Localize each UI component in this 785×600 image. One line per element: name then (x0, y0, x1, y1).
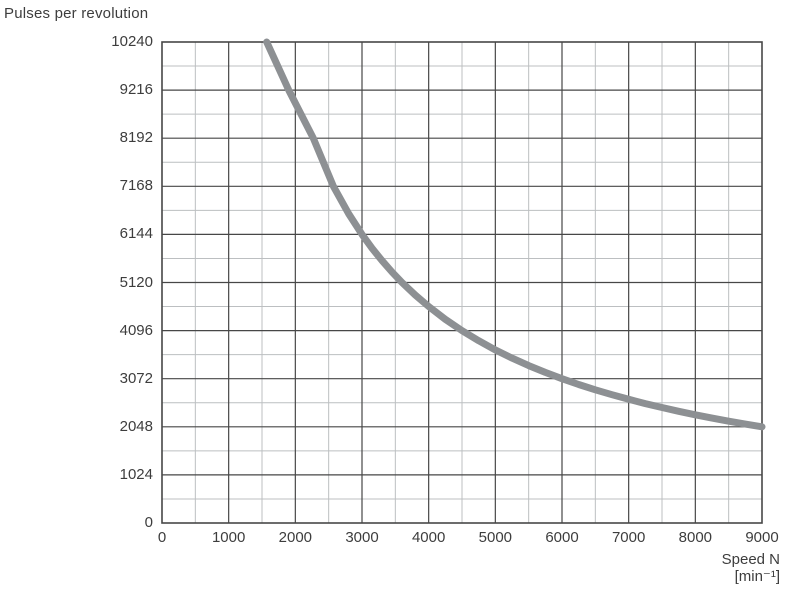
x-tick-label: 0 (157, 529, 167, 546)
y-tick-label: 5120 (119, 273, 153, 291)
y-tick-label: 1024 (119, 465, 153, 483)
x-tick-label: 9000 (745, 529, 779, 546)
x-tick-label: 1000 (211, 529, 246, 546)
y-tick-label: 9216 (119, 81, 153, 99)
x-tick-label: 3000 (345, 529, 379, 546)
y-tick-label: 10240 (111, 33, 153, 50)
x-tick-label: 4000 (411, 529, 446, 546)
y-tick-label: 2048 (119, 417, 153, 435)
y-tick-label: 0 (144, 514, 153, 531)
x-tick-label: 7000 (611, 529, 646, 546)
y-axis-title: Pulses per revolution (4, 5, 149, 22)
y-tick-label: 6144 (119, 225, 153, 243)
y-tick-label: 4096 (119, 321, 153, 339)
y-tick-label: 8192 (119, 129, 153, 147)
x-axis-label-name: Speed N (721, 551, 780, 568)
y-tick-label: 3072 (119, 369, 153, 387)
x-axis-label: Speed N [min⁻¹] (722, 551, 780, 585)
x-tick-label: 8000 (678, 529, 713, 546)
x-tick-label: 2000 (278, 529, 313, 546)
x-tick-label: 5000 (478, 529, 513, 546)
x-axis-label-unit: [min⁻¹] (734, 568, 780, 585)
series-curve (263, 38, 766, 431)
y-tick-label: 7168 (119, 177, 153, 195)
x-tick-label: 6000 (545, 529, 579, 546)
plot-border (161, 41, 763, 524)
